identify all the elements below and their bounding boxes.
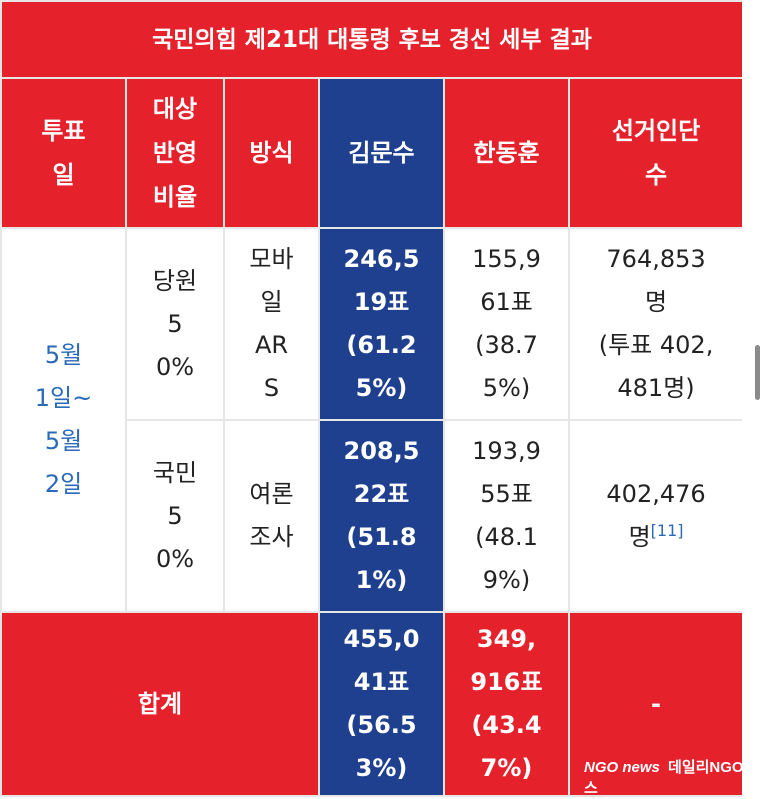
table-title: 국민의힘 제21대 대통령 후보 경선 세부 결과 [0, 0, 745, 79]
header-ratio: 대상 반영 비율 [125, 77, 225, 229]
total-label-cell: 합계 [0, 611, 320, 797]
vote-date-cell: 5월 1일~ 5월 2일 [0, 227, 127, 613]
kim-votes-cell: 208,5 22표 (51.8 1%) [318, 419, 445, 613]
voters-cell: 764,853 명 (투표 402, 481명) [567, 227, 745, 421]
voters-cell: 402,476 명[11] [567, 419, 745, 613]
watermark-logo: NGO news [584, 759, 660, 776]
total-han-cell: 349, 916표 (43.4 7%) [443, 611, 570, 797]
method-cell: 여론 조사 [223, 419, 320, 613]
method-cell: 모바 일 AR S [223, 227, 320, 421]
ratio-cell: 국민 5 0% [125, 419, 225, 613]
header-han-donghoon: 한동훈 [443, 77, 570, 229]
footnote-link[interactable]: [11] [650, 521, 684, 540]
kim-votes-cell: 246,5 19표 (61.2 5%) [318, 227, 445, 421]
election-results-table: 국민의힘 제21대 대통령 후보 경선 세부 결과 투표 일 대상 반영 비율 … [0, 0, 745, 797]
header-method: 방식 [223, 77, 320, 229]
right-margin [742, 0, 765, 799]
han-votes-cell: 193,9 55표 (48.1 9%) [443, 419, 570, 613]
scrollbar-thumb[interactable] [755, 345, 760, 400]
han-votes-cell: 155,9 61표 (38.7 5%) [443, 227, 570, 421]
header-vote-day: 투표 일 [0, 77, 127, 229]
header-voters: 선거인단 수 [567, 77, 745, 229]
ratio-cell: 당원 5 0% [125, 227, 225, 421]
total-kim-cell: 455,0 41표 (56.5 3%) [318, 611, 445, 797]
total-voters-cell: - [567, 611, 745, 797]
watermark: NGO news 데일리NGO뉴스 [584, 756, 765, 798]
watermark-text: 데일리NGO뉴스 [584, 759, 758, 797]
header-kim-moonsoo: 김문수 [318, 77, 445, 229]
